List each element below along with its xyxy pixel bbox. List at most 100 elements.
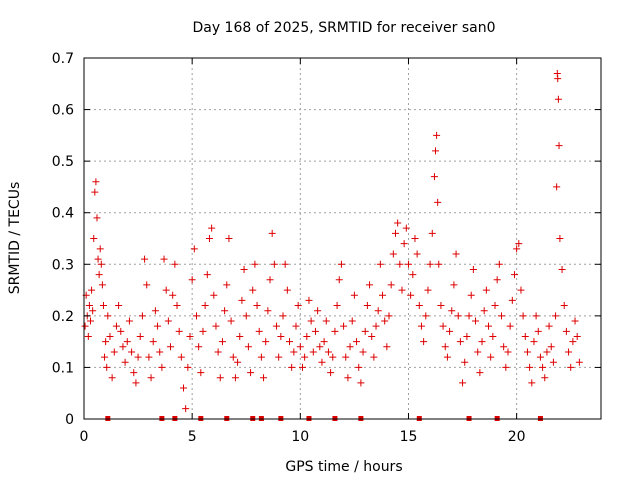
- data-point: [125, 317, 133, 325]
- data-point: [236, 332, 244, 340]
- data-point: [506, 322, 514, 330]
- data-point: [353, 338, 361, 346]
- data-point: [519, 312, 527, 320]
- data-point: [333, 302, 341, 310]
- data-point: [428, 229, 436, 237]
- data-point: [210, 291, 218, 299]
- data-point: [372, 322, 380, 330]
- data-point: [255, 327, 263, 335]
- data-point: [394, 219, 402, 227]
- data-point: [567, 363, 575, 371]
- data-point: [331, 327, 339, 335]
- data-point: [391, 229, 399, 237]
- data-point: [461, 358, 469, 366]
- data-point: [495, 260, 503, 268]
- data-point: [199, 327, 207, 335]
- data-point: [558, 265, 566, 273]
- data-point: [543, 348, 551, 356]
- data-point: [186, 332, 194, 340]
- data-point: [205, 235, 213, 242]
- data-point: [322, 317, 330, 325]
- data-point: [478, 338, 486, 346]
- data-point: [92, 178, 100, 186]
- data-point: [344, 374, 352, 382]
- data-point: [303, 332, 311, 340]
- data-point: [270, 260, 278, 268]
- data-point: [320, 338, 328, 346]
- x-tick-label: 20: [508, 429, 526, 445]
- data-point: [281, 260, 289, 268]
- data-point: [504, 348, 512, 356]
- data-point: [355, 363, 363, 371]
- data-point: [534, 327, 542, 335]
- data-point: [173, 302, 181, 310]
- data-point: [454, 312, 462, 320]
- data-point: [112, 322, 120, 330]
- data-point: [91, 188, 99, 196]
- data-point: [247, 369, 255, 377]
- data-point: [117, 327, 125, 335]
- data-point: [318, 358, 326, 366]
- data-point: [88, 286, 96, 294]
- data-point: [346, 343, 354, 351]
- data-point: [435, 260, 443, 268]
- data-point: [94, 255, 102, 263]
- data-point: [553, 183, 561, 191]
- data-point: [350, 291, 358, 299]
- data-point: [575, 358, 583, 366]
- data-point: [357, 379, 365, 387]
- data-point: [95, 271, 103, 279]
- data-point: [229, 353, 237, 361]
- data-point: [171, 260, 179, 268]
- x-tick-label: 10: [291, 429, 309, 445]
- y-axis-label: SRMTID / TECUs: [7, 182, 23, 295]
- data-point: [203, 271, 211, 279]
- data-point: [437, 302, 445, 310]
- data-point: [508, 296, 516, 304]
- data-point: [385, 312, 393, 320]
- data-point: [549, 358, 557, 366]
- data-point: [541, 374, 549, 382]
- data-point: [487, 353, 495, 361]
- data-point: [227, 317, 235, 325]
- data-point: [528, 379, 536, 387]
- data-point: [554, 95, 562, 103]
- data-point: [84, 332, 92, 340]
- data-point: [115, 302, 123, 310]
- x-tick-label: 15: [400, 429, 418, 445]
- data-point: [106, 332, 114, 340]
- data-point: [167, 343, 175, 351]
- data-point: [329, 353, 337, 361]
- data-point: [138, 312, 146, 320]
- data-point: [221, 307, 229, 315]
- data-point: [489, 332, 497, 340]
- data-point: [422, 312, 430, 320]
- data-point: [363, 302, 371, 310]
- data-point: [314, 307, 322, 315]
- data-point: [97, 260, 105, 268]
- data-point: [463, 332, 471, 340]
- data-point: [119, 343, 127, 351]
- data-point: [190, 245, 198, 253]
- data-point: [175, 327, 183, 335]
- data-point: [562, 327, 570, 335]
- data-point: [400, 240, 408, 248]
- data-point: [530, 338, 538, 346]
- data-point: [290, 348, 298, 356]
- data-point: [571, 317, 579, 325]
- data-point: [389, 250, 397, 258]
- data-point: [260, 374, 268, 382]
- data-point: [266, 276, 274, 284]
- data-point: [500, 343, 508, 351]
- data-point: [417, 322, 425, 330]
- data-point: [141, 255, 149, 263]
- data-point: [277, 332, 285, 340]
- data-point: [147, 374, 155, 382]
- data-point: [398, 286, 406, 294]
- data-point: [569, 338, 577, 346]
- data-point: [379, 291, 387, 299]
- data-point: [136, 332, 144, 340]
- plot-border: [83, 57, 602, 420]
- data-point: [188, 276, 196, 284]
